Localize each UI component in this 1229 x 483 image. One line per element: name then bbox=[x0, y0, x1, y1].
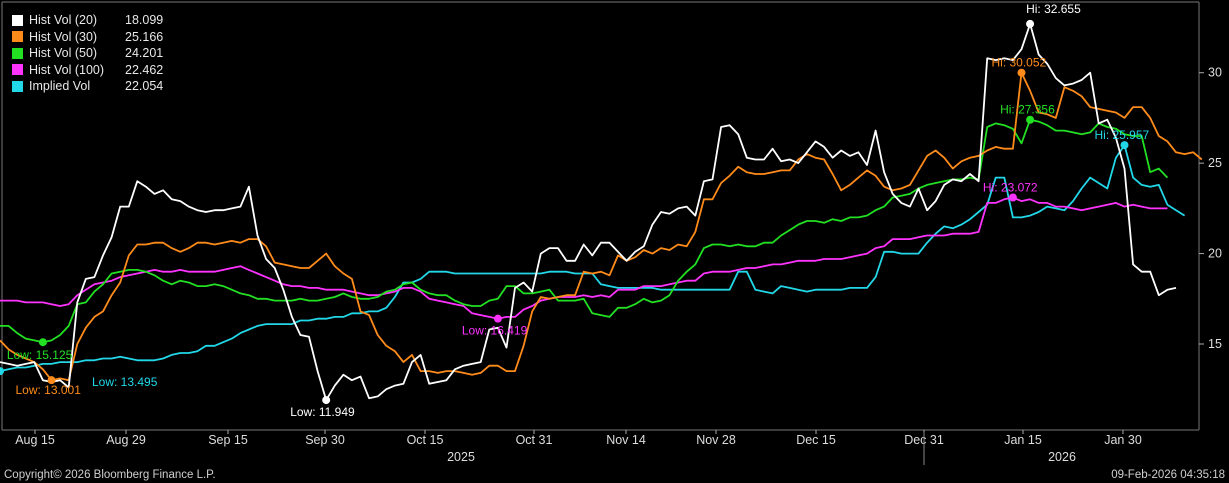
timestamp-text: 09-Feb-2026 04:35:18 bbox=[1111, 469, 1225, 481]
legend-swatch bbox=[12, 80, 23, 92]
legend-row-hist-vol-20[interactable]: Hist Vol (20) 18.099 bbox=[12, 12, 163, 29]
legend: Hist Vol (20) 18.099 Hist Vol (30) 25.16… bbox=[12, 12, 163, 95]
series-line-implied-vol bbox=[0, 144, 1186, 372]
low-label: Low: 11.949 bbox=[290, 405, 355, 419]
y-tick-label: 15 bbox=[1208, 337, 1222, 351]
legend-swatch bbox=[12, 14, 23, 26]
legend-row-hist-vol-50[interactable]: Hist Vol (50) 24.201 bbox=[12, 45, 163, 62]
legend-value: 22.462 bbox=[125, 62, 164, 77]
low-marker bbox=[38, 338, 47, 347]
x-tick-label: Aug 15 bbox=[15, 433, 55, 447]
high-label: Hi: 27.356 bbox=[1000, 103, 1055, 117]
series-line-hist-vol-100- bbox=[0, 196, 1168, 320]
low-label: Low: 13.495 bbox=[92, 375, 158, 389]
low-label: Low: 15.125 bbox=[7, 348, 73, 362]
low-label: Low: 16.419 bbox=[462, 324, 528, 338]
x-tick-label: Oct 15 bbox=[407, 433, 444, 447]
low-marker bbox=[322, 396, 331, 405]
x-tick-label: Aug 29 bbox=[106, 433, 146, 447]
y-tick-label: 20 bbox=[1208, 247, 1222, 261]
low-marker bbox=[47, 376, 56, 385]
copyright-text: Copyright© 2026 Bloomberg Finance L.P. bbox=[4, 469, 216, 481]
x-tick-label: Dec 15 bbox=[796, 433, 836, 447]
x-tick-label: Jan 30 bbox=[1104, 433, 1142, 447]
high-label: Hi: 25.957 bbox=[1094, 128, 1149, 142]
high-label: Hi: 30.052 bbox=[991, 56, 1046, 70]
legend-row-implied-vol[interactable]: Implied Vol 22.054 bbox=[12, 78, 163, 95]
x-tick-label: Nov 28 bbox=[696, 433, 736, 447]
year-label: 2025 bbox=[447, 450, 475, 464]
legend-name: Hist Vol (20) bbox=[29, 13, 98, 27]
legend-value: 24.201 bbox=[125, 46, 164, 60]
legend-name: Hist Vol (30) bbox=[29, 29, 98, 44]
low-label: Low: 13.001 bbox=[16, 383, 82, 397]
y-tick-label: 30 bbox=[1208, 66, 1222, 80]
legend-row-hist-vol-30[interactable]: Hist Vol (30) 25.166 bbox=[12, 29, 163, 46]
low-marker bbox=[493, 314, 502, 323]
series-line-hist-vol-20- bbox=[0, 22, 1177, 402]
high-label: Hi: 23.072 bbox=[983, 181, 1038, 195]
series-line-hist-vol-50- bbox=[0, 118, 1169, 344]
high-marker bbox=[1017, 68, 1026, 77]
legend-row-hist-vol-100[interactable]: Hist Vol (100) 22.462 bbox=[12, 62, 163, 79]
legend-name: Hist Vol (100) bbox=[29, 62, 105, 77]
high-marker bbox=[1026, 115, 1035, 124]
x-tick-label: Nov 14 bbox=[606, 433, 646, 447]
legend-swatch bbox=[12, 64, 23, 76]
low-marker bbox=[0, 367, 4, 376]
legend-swatch bbox=[12, 47, 23, 59]
x-tick-label: Sep 15 bbox=[208, 433, 248, 447]
high-label: Hi: 32.655 bbox=[1026, 2, 1081, 16]
legend-value: 25.166 bbox=[125, 29, 164, 44]
series-line-hist-vol-30- bbox=[0, 71, 1203, 382]
legend-swatch bbox=[12, 31, 23, 43]
legend-value: 22.054 bbox=[125, 79, 164, 93]
high-marker bbox=[1008, 193, 1017, 202]
x-tick-label: Jan 15 bbox=[1004, 433, 1042, 447]
legend-name: Hist Vol (50) bbox=[29, 46, 98, 60]
legend-name: Implied Vol bbox=[29, 79, 91, 93]
legend-value: 18.099 bbox=[125, 13, 164, 27]
high-marker bbox=[1026, 19, 1035, 28]
year-label: 2026 bbox=[1048, 450, 1076, 464]
x-tick-label: Oct 31 bbox=[516, 433, 553, 447]
y-tick-label: 25 bbox=[1208, 156, 1222, 170]
x-tick-label: Sep 30 bbox=[305, 433, 345, 447]
high-marker bbox=[1120, 141, 1129, 150]
